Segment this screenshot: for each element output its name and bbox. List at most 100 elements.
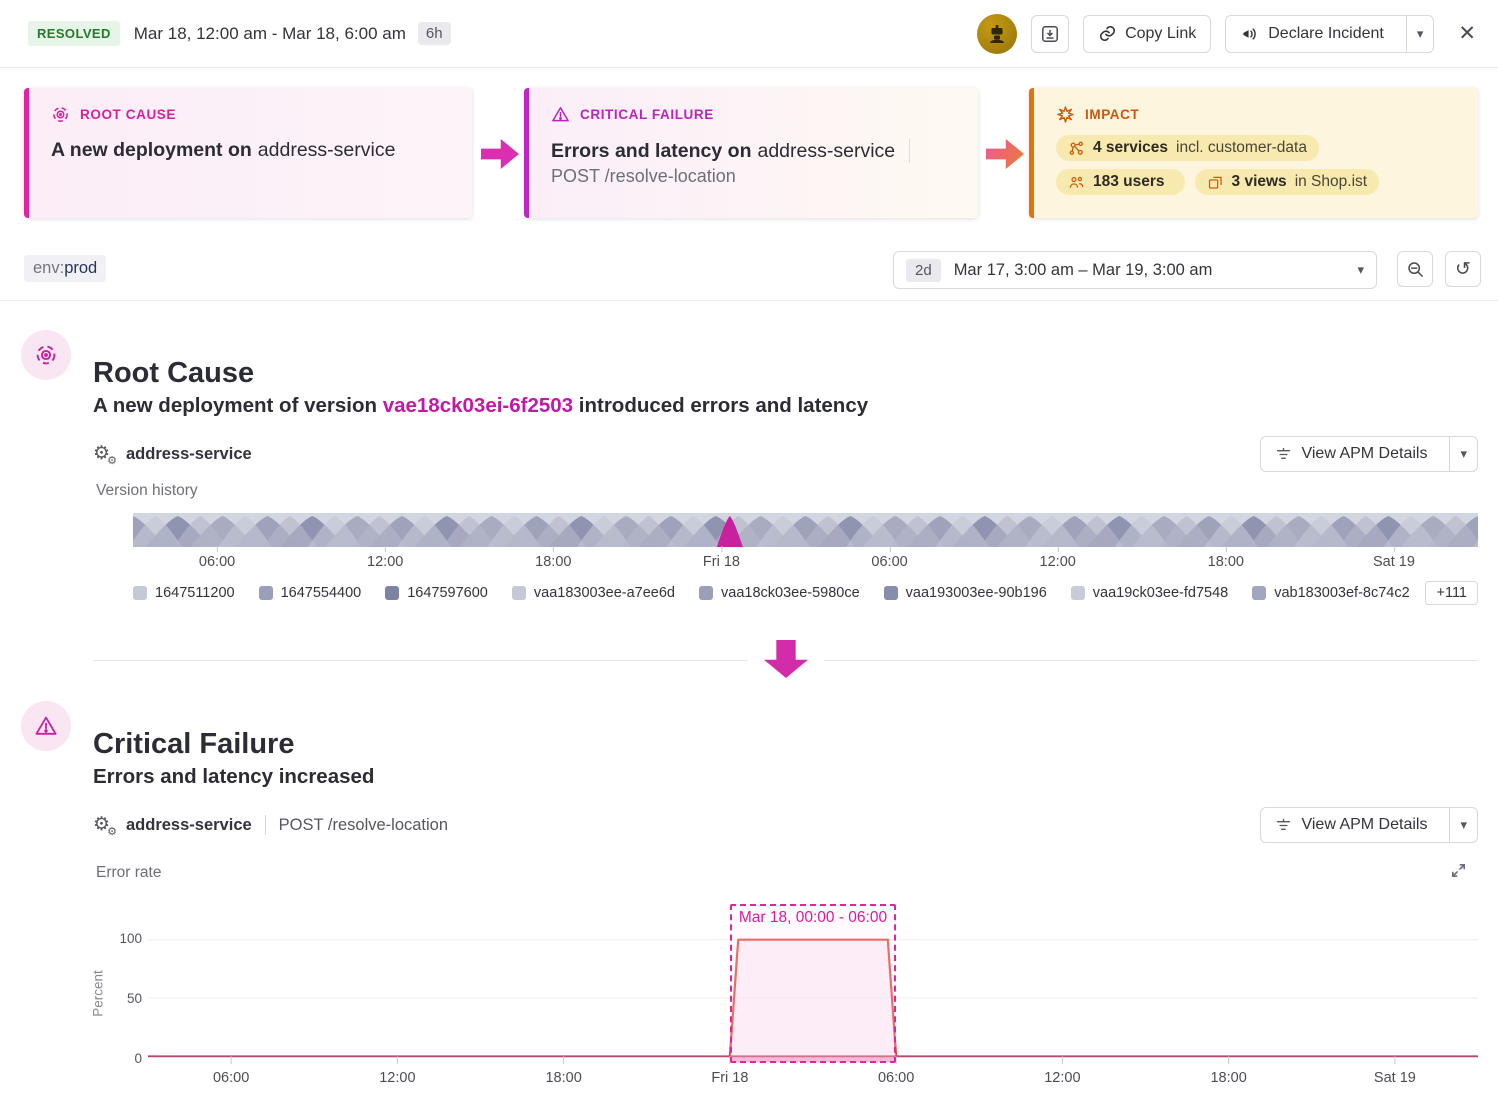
legend-label: 1647554400 xyxy=(280,585,362,601)
impact-views-chip[interactable]: 3 views in Shop.ist xyxy=(1194,169,1380,195)
legend-item[interactable]: 1647597600 xyxy=(385,585,488,601)
watchdog-avatar[interactable] xyxy=(977,13,1018,54)
views-icon xyxy=(1208,176,1222,189)
root-cause-card[interactable]: ROOT CAUSE A new deployment on address-s… xyxy=(24,88,472,218)
version-link[interactable]: vae18ck03ei-6f2503 xyxy=(382,394,574,417)
view-apm-details-split-button: View APM Details ▾ xyxy=(1260,436,1478,472)
legend-label: 1647511200 xyxy=(155,585,235,601)
range-text: Mar 17, 3:00 am – Mar 19, 3:00 am xyxy=(953,260,1213,279)
legend-label: 1647597600 xyxy=(407,585,488,601)
download-icon xyxy=(1042,25,1059,42)
legend-swatch-icon xyxy=(511,586,526,600)
version-axis-label: Sat 19 xyxy=(1373,546,1415,570)
critical-failure-service-row: ⚙ ⚙ address-service POST /resolve-locatio… xyxy=(93,807,1478,843)
root-cause-target-icon xyxy=(36,345,56,365)
error-axis-label: 12:00 xyxy=(379,1070,416,1086)
critical-failure-card-label: CRITICAL FAILURE xyxy=(580,107,714,122)
root-cause-section-icon xyxy=(21,330,71,380)
impact-card[interactable]: IMPACT 4 services incl. customer-data 18… xyxy=(1029,88,1478,218)
zoom-out-icon xyxy=(1407,261,1423,277)
view-apm-details-split-button: View APM Details ▾ xyxy=(1260,807,1478,843)
announce-icon xyxy=(1243,28,1256,40)
apm-icon xyxy=(1277,447,1291,459)
service-name[interactable]: address-service xyxy=(126,444,252,463)
env-tag-key: env: xyxy=(33,259,65,277)
warning-triangle-icon xyxy=(552,107,569,122)
revert-time-button[interactable]: ↺ xyxy=(1445,251,1481,287)
root-cause-target-icon xyxy=(53,107,68,122)
title-separator xyxy=(909,139,911,163)
legend-item[interactable]: 1647554400 xyxy=(258,585,362,601)
legend-item[interactable]: vaa193003ee-90b196 xyxy=(883,585,1047,601)
view-apm-details-button[interactable]: View APM Details xyxy=(1261,808,1441,842)
legend-label: vaa183003ee-a7ee6d xyxy=(533,585,675,601)
y-tick-label: 100 xyxy=(119,931,142,946)
legend-item[interactable]: vaa183003ee-a7ee6d xyxy=(511,585,675,601)
incident-time-range: Mar 18, 12:00 am - Mar 18, 6:00 am xyxy=(133,23,406,43)
root-cause-description: A new deployment of version vae18ck03ei-… xyxy=(93,394,869,417)
declare-incident-label: Declare Incident xyxy=(1268,24,1384,42)
version-legend-row: 1647511200 1647554400 1647597600 vaa1830… xyxy=(133,581,1478,605)
service-gears-icon: ⚙ ⚙ xyxy=(93,814,117,838)
legend-item[interactable]: vaa18ck03ee-5980ce xyxy=(699,585,860,601)
legend-item[interactable]: vab183003ef-8c74c2 xyxy=(1252,585,1410,601)
duration-badge: 6h xyxy=(417,22,451,45)
zoom-out-button[interactable] xyxy=(1397,251,1433,287)
declare-incident-caret[interactable]: ▾ xyxy=(1405,15,1434,52)
legend-swatch-icon xyxy=(385,586,400,600)
view-apm-details-label: View APM Details xyxy=(1301,816,1428,833)
critical-failure-heading: Critical Failure xyxy=(93,728,295,761)
version-history-label: Version history xyxy=(96,482,198,499)
legend-swatch-icon xyxy=(1070,586,1085,600)
copy-link-label: Copy Link xyxy=(1125,24,1197,42)
critical-failure-section-icon xyxy=(21,701,71,751)
declare-incident-button[interactable]: Declare Incident xyxy=(1226,16,1398,52)
flow-arrow-right-icon xyxy=(986,139,1024,169)
endpoint-name[interactable]: POST /resolve-location xyxy=(278,815,449,834)
version-history-chart[interactable] xyxy=(133,513,1478,547)
legend-swatch-icon xyxy=(883,586,898,600)
root-cause-card-header: ROOT CAUSE xyxy=(51,105,452,124)
impact-chips: 4 services incl. customer-data 183 users… xyxy=(1056,135,1458,195)
legend-label: vaa18ck03ee-5980ce xyxy=(721,585,860,601)
legend-label: vab183003ef-8c74c2 xyxy=(1274,585,1410,601)
error-axis-label: 06:00 xyxy=(877,1070,915,1086)
root-cause-card-title: A new deployment on address-service xyxy=(51,139,396,161)
close-button[interactable]: ✕ xyxy=(1452,20,1482,47)
legend-item[interactable]: 1647511200 xyxy=(133,585,235,601)
legend-more-button[interactable]: +111 xyxy=(1425,581,1478,605)
legend-item[interactable]: vaa19ck03ee-fd7548 xyxy=(1070,585,1228,601)
version-axis-label: 12:00 xyxy=(1040,546,1076,570)
view-apm-details-button[interactable]: View APM Details xyxy=(1261,437,1441,471)
version-axis-label: 12:00 xyxy=(367,546,403,570)
top-bar: RESOLVED Mar 18, 12:00 am - Mar 18, 6:00… xyxy=(0,0,1498,68)
range-shortcut-badge: 2d xyxy=(906,258,941,282)
service-name[interactable]: address-service xyxy=(126,815,252,834)
root-cause-heading: Root Cause xyxy=(93,357,255,390)
env-filter-tag[interactable]: env:prod xyxy=(24,255,107,282)
export-button[interactable] xyxy=(1031,14,1070,53)
impact-burst-icon xyxy=(1057,106,1074,123)
view-apm-details-caret[interactable]: ▾ xyxy=(1449,437,1477,471)
critical-failure-card-endpoint: POST /resolve-location xyxy=(551,166,736,186)
critical-failure-card[interactable]: CRITICAL FAILURE Errors and latency on a… xyxy=(524,88,978,218)
anomaly-region-label: Mar 18, 00:00 - 06:00 xyxy=(738,909,888,926)
error-axis-label: 18:00 xyxy=(1210,1070,1247,1086)
impact-services-chip[interactable]: 4 services incl. customer-data xyxy=(1056,135,1319,161)
critical-failure-card-title: Errors and latency on address-service xyxy=(551,139,958,163)
error-rate-svg xyxy=(148,938,1478,1065)
error-axis-label: Sat 19 xyxy=(1373,1070,1416,1086)
impact-users-chip[interactable]: 183 users xyxy=(1056,169,1185,195)
error-axis-label: 12:00 xyxy=(1044,1070,1081,1086)
divider xyxy=(0,300,1498,301)
time-range-picker[interactable]: 2d Mar 17, 3:00 am – Mar 19, 3:00 am ▾ xyxy=(893,251,1377,289)
error-rate-chart[interactable]: Percent 100 50 0 Mar 18, 00:00 - 06:00 0… xyxy=(91,898,1478,1096)
error-axis-label: 18:00 xyxy=(545,1070,582,1086)
version-axis-label: 06:00 xyxy=(199,546,235,570)
expand-chart-button[interactable] xyxy=(1443,860,1474,881)
version-axis-label: 18:00 xyxy=(1208,546,1244,570)
view-apm-details-caret[interactable]: ▾ xyxy=(1449,808,1477,842)
view-apm-details-label: View APM Details xyxy=(1301,445,1428,462)
error-rate-plot[interactable]: Mar 18, 00:00 - 06:00 xyxy=(148,904,1478,1066)
copy-link-button[interactable]: Copy Link xyxy=(1083,14,1212,53)
